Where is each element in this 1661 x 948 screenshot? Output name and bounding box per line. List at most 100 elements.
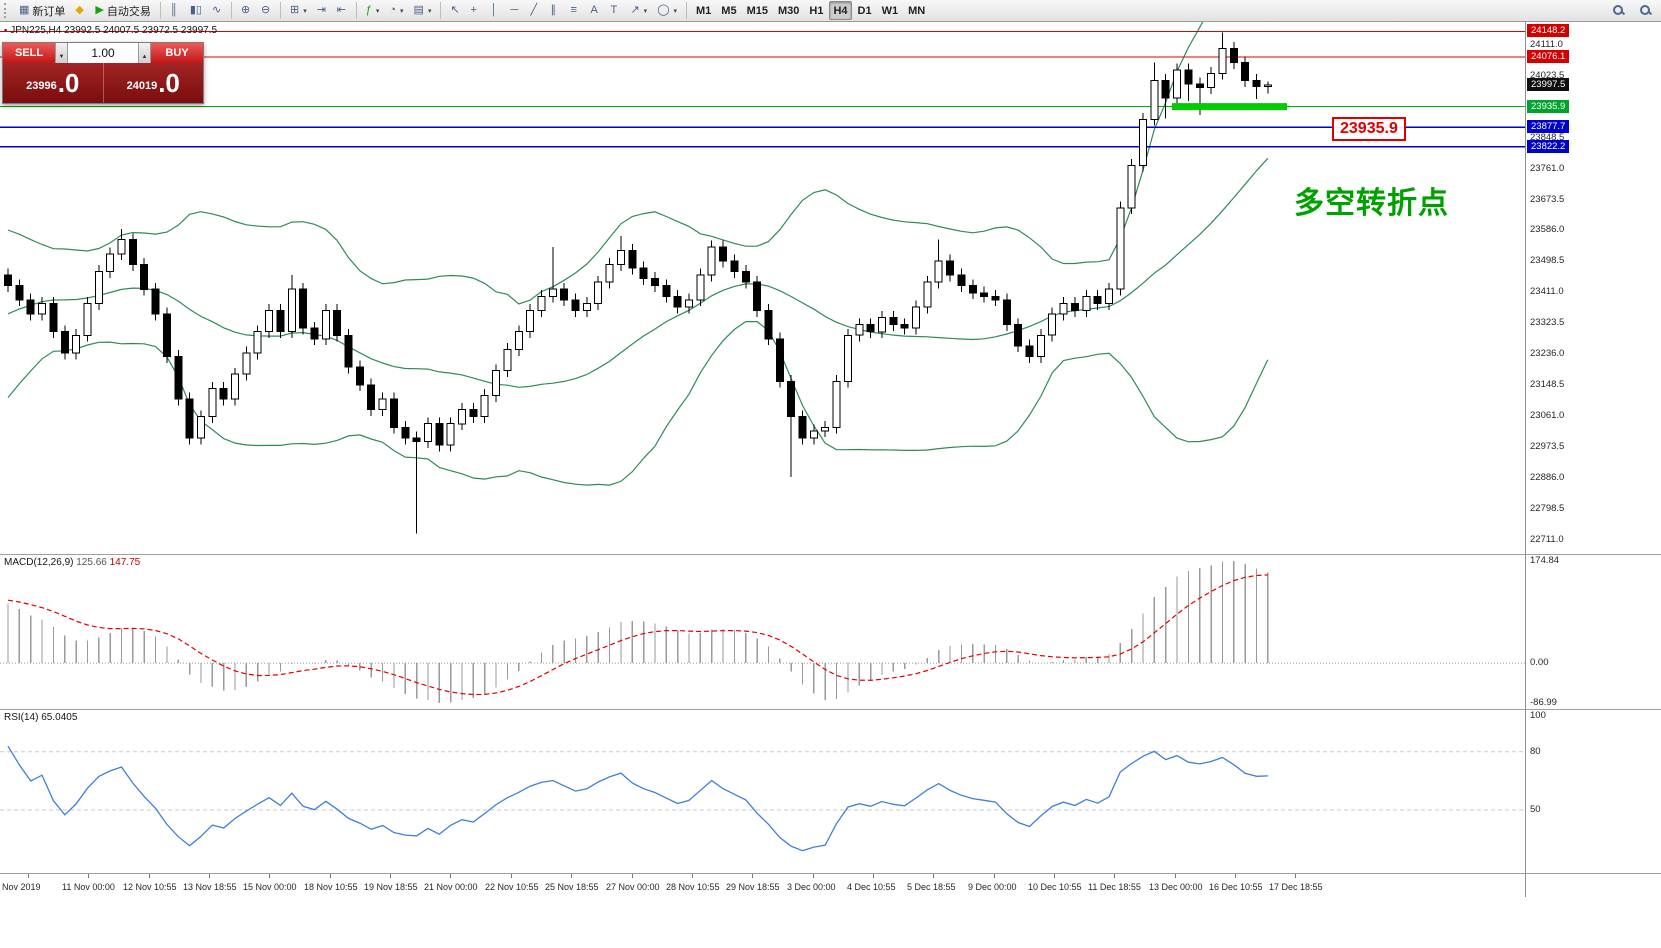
- time-axis-label: 4 Dec 10:55: [847, 882, 896, 892]
- time-tick: [873, 874, 874, 878]
- indicators-button[interactable]: ƒ ▾: [362, 1, 384, 20]
- volume-input[interactable]: [68, 43, 138, 63]
- trendline-button[interactable]: ╱: [526, 1, 544, 20]
- buy-button[interactable]: BUY: [151, 43, 203, 63]
- time-axis-label: Nov 2019: [2, 882, 41, 892]
- time-axis-label: 25 Nov 18:55: [545, 882, 599, 892]
- chart-symbol-icon: [4, 25, 10, 36]
- symbol-search-button[interactable]: [1608, 1, 1629, 20]
- time-tick: [1175, 874, 1176, 878]
- toolbar-grip[interactable]: [4, 3, 10, 18]
- price-grid-label: 23411.0: [1530, 286, 1564, 297]
- time-tick: [330, 874, 331, 878]
- price-grid-label: 23673.5: [1530, 194, 1565, 205]
- timeframe-m15[interactable]: M15: [743, 1, 772, 20]
- crosshair-button-icon: +: [470, 4, 477, 16]
- metaeditor-button[interactable]: ◆: [71, 1, 89, 20]
- timeframe-m5[interactable]: M5: [717, 1, 740, 20]
- vertical-line-button[interactable]: │: [486, 1, 504, 20]
- volume-decrease-button[interactable]: [55, 43, 68, 63]
- rsi-axis[interactable]: 100 80 50: [1525, 710, 1661, 873]
- time-tick: [1054, 874, 1055, 878]
- time-axis-label: 19 Nov 18:55: [364, 882, 418, 892]
- tile-windows-button[interactable]: ⊞ ▾: [286, 1, 311, 20]
- auto-scroll-button[interactable]: ⇥: [313, 1, 331, 20]
- price-grid-label: 23586.0: [1530, 224, 1565, 235]
- indicators-button-icon: ƒ: [365, 4, 372, 16]
- macd-axis-label: 0.00: [1530, 657, 1549, 668]
- timeframe-m30[interactable]: M30: [774, 1, 803, 20]
- line-chart-button-icon: ∿: [211, 4, 222, 16]
- main-chart-canvas[interactable]: [0, 22, 1525, 554]
- volume-increase-button[interactable]: [138, 43, 151, 63]
- rsi-canvas[interactable]: [0, 710, 1525, 873]
- indicators-button-dropdown-icon: ▾: [375, 7, 380, 15]
- rsi-axis-label: 50: [1530, 804, 1541, 815]
- periods-button[interactable]: ◔ ▾: [385, 1, 407, 20]
- rsi-panel: RSI(14) 65.0405 100 80 50: [0, 709, 1661, 873]
- bar-chart-button[interactable]: ║: [166, 1, 184, 20]
- zoom-in-button[interactable]: ⊕: [237, 1, 255, 20]
- chart-shift-button[interactable]: ⇤: [333, 1, 351, 20]
- price-grid-label: 23761.0: [1530, 163, 1565, 174]
- timeframe-w1[interactable]: W1: [878, 1, 903, 20]
- macd-canvas[interactable]: [0, 555, 1525, 709]
- zoom-out-button[interactable]: ⊖: [257, 1, 275, 20]
- templates-button-dropdown-icon: ▾: [427, 7, 432, 15]
- data-window-button[interactable]: [1635, 1, 1656, 20]
- toolbar-divider: [355, 2, 357, 19]
- horizontal-line-button[interactable]: ─: [506, 1, 524, 20]
- text-button[interactable]: A: [586, 1, 604, 20]
- shapes-button-dropdown-icon: ▾: [673, 7, 678, 15]
- time-tick: [752, 874, 753, 878]
- sell-button[interactable]: SELL: [3, 43, 55, 63]
- toolbar-divider: [686, 2, 688, 19]
- search-icon: [1612, 4, 1625, 17]
- timeframe-h4[interactable]: H4: [829, 1, 852, 20]
- periods-button-dropdown-icon: ▾: [400, 7, 404, 15]
- macd-panel: MACD(12,26,9) 125.66 147.75 174.84 0.00 -8…: [0, 554, 1661, 709]
- timeframe-d1[interactable]: D1: [854, 1, 876, 20]
- candlestick-chart-button[interactable]: ▮▯: [186, 1, 206, 20]
- price-tag: 24148.2: [1527, 24, 1570, 37]
- arrows-button[interactable]: ↗ ▾: [626, 1, 651, 20]
- templates-button[interactable]: ▤ ▾: [410, 1, 436, 20]
- time-tick: [269, 874, 270, 878]
- zoom-in-button-icon: ⊕: [240, 4, 251, 16]
- line-chart-button[interactable]: ∿: [208, 1, 226, 20]
- timeframe-m1[interactable]: M1: [692, 1, 715, 20]
- price-axis[interactable]: 24111.0 24023.5 23848.5 23761.0 23673.5 23586…: [1525, 22, 1661, 554]
- price-grid-label: 22798.5: [1530, 503, 1565, 514]
- timeframe-h1[interactable]: H1: [805, 1, 827, 20]
- price-grid-label: 23236.0: [1530, 348, 1565, 359]
- rsi-line: [7, 745, 1268, 852]
- timeframe-m15-label: M15: [746, 4, 768, 17]
- timeframe-m5-label: M5: [721, 4, 737, 17]
- time-tick: [149, 874, 150, 878]
- autotrading-button-icon: ▶: [95, 4, 104, 16]
- fibonacci-button[interactable]: ≡: [566, 1, 584, 20]
- timeframe-mn[interactable]: MN: [904, 1, 929, 20]
- candlestick-chart-button-icon: ▮▯: [189, 4, 202, 16]
- time-axis[interactable]: Nov 2019 11 Nov 00:00 12 Nov 10:55 13 Nov 1…: [0, 873, 1661, 898]
- buy-price[interactable]: 24019.0: [104, 63, 204, 103]
- price-grid-label: 22711.0: [1530, 534, 1564, 545]
- sell-price[interactable]: 23996.0: [3, 63, 103, 103]
- toolbar-divider: [159, 2, 161, 19]
- channel-button[interactable]: ∥: [546, 1, 564, 20]
- autotrading-button[interactable]: ▶ 自动交易: [91, 1, 154, 20]
- label-button[interactable]: T: [606, 1, 624, 20]
- tile-windows-button-icon: ⊞: [289, 4, 300, 16]
- shapes-button[interactable]: ◯ ▾: [653, 1, 681, 20]
- timeframe-mn-label: MN: [908, 4, 926, 17]
- search-plus-icon: [1639, 4, 1652, 17]
- cursor-button[interactable]: ↖: [446, 1, 464, 20]
- new-order-button[interactable]: ▦ 新订单: [15, 1, 69, 20]
- trade-panel-controls: SELL BUY: [3, 43, 203, 63]
- macd-axis[interactable]: 174.84 0.00 -86.99: [1525, 555, 1661, 709]
- time-axis-label: 11 Dec 18:55: [1088, 882, 1141, 892]
- time-tick: [450, 874, 451, 878]
- metaeditor-button-icon: ◆: [75, 4, 84, 16]
- crosshair-button[interactable]: +: [466, 1, 484, 20]
- time-axis-label: 16 Dec 10:55: [1209, 882, 1263, 892]
